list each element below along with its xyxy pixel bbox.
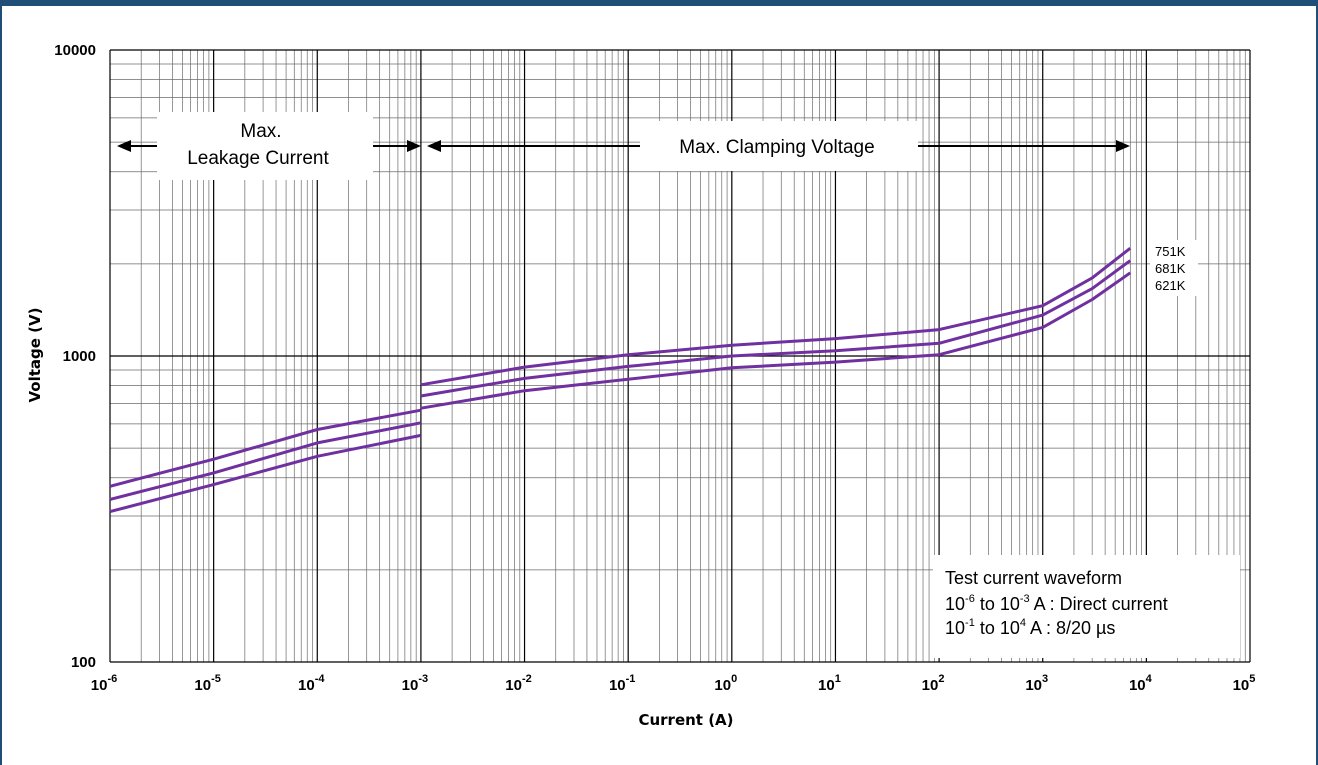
x-tick-label: 10-1 [609, 673, 635, 694]
clamping-label: Max. Clamping Voltage [679, 137, 874, 158]
test-waveform-row2: 10-1 to 104 A : 8/20 µs [945, 617, 1115, 638]
test-waveform-title: Test current waveform [945, 568, 1122, 588]
y-tick-label: 100 [71, 654, 96, 671]
series-line-681k-segment-2 [420, 259, 1132, 398]
series-line-751k-segment-1 [109, 408, 422, 488]
series-line-681k-segment-1 [109, 421, 422, 501]
x-tick-labels: 10-6 10-5 10-4 10-3 10-2 10-1 100 101 102 103 104 1… [91, 673, 1256, 694]
y-tick-label: 1000 [63, 348, 96, 365]
series-line-751k-segment-2 [420, 247, 1132, 387]
x-tick-label: 100 [714, 673, 737, 694]
x-tick-label: 10-2 [505, 673, 531, 694]
x-tick-label: 101 [818, 673, 841, 694]
series-label-621k: 621K [1155, 278, 1186, 293]
x-tick-label: 10-3 [402, 673, 428, 694]
test-waveform-row1: 10-6 to 10-3 A : Direct current [945, 593, 1168, 614]
series-label-681k: 681K [1155, 261, 1186, 276]
series-label-751k: 751K [1155, 244, 1186, 259]
series-line-621k-segment-1 [109, 433, 422, 514]
clamping-arrow [427, 140, 1130, 152]
test-waveform-box [933, 555, 1240, 658]
x-tick-label: 10-5 [194, 673, 220, 694]
x-tick-label: 104 [1129, 673, 1153, 694]
y-tick-labels: 100 1000 10000 [54, 42, 96, 671]
series-label-box [1150, 240, 1198, 296]
x-tick-label: 10-4 [298, 673, 325, 694]
series-layer [109, 247, 1132, 514]
leakage-annotation-box [157, 112, 373, 180]
leakage-label-line2: Leakage Current [187, 148, 329, 169]
clamping-annotation-box [640, 121, 918, 171]
leakage-arrow [117, 140, 421, 152]
x-axis-title: Current (A) [638, 711, 733, 729]
grid-major [109, 49, 1251, 663]
series-line-621k-segment-2 [420, 271, 1132, 410]
x-tick-label: 103 [1025, 673, 1048, 694]
x-tick-label: 102 [922, 673, 945, 694]
y-tick-label: 10000 [54, 42, 96, 59]
leakage-label-line1: Max. [240, 121, 281, 142]
y-axis-title: Voltage (V) [26, 308, 44, 403]
x-tick-label: 10-6 [91, 673, 117, 694]
x-tick-label: 105 [1233, 673, 1256, 694]
